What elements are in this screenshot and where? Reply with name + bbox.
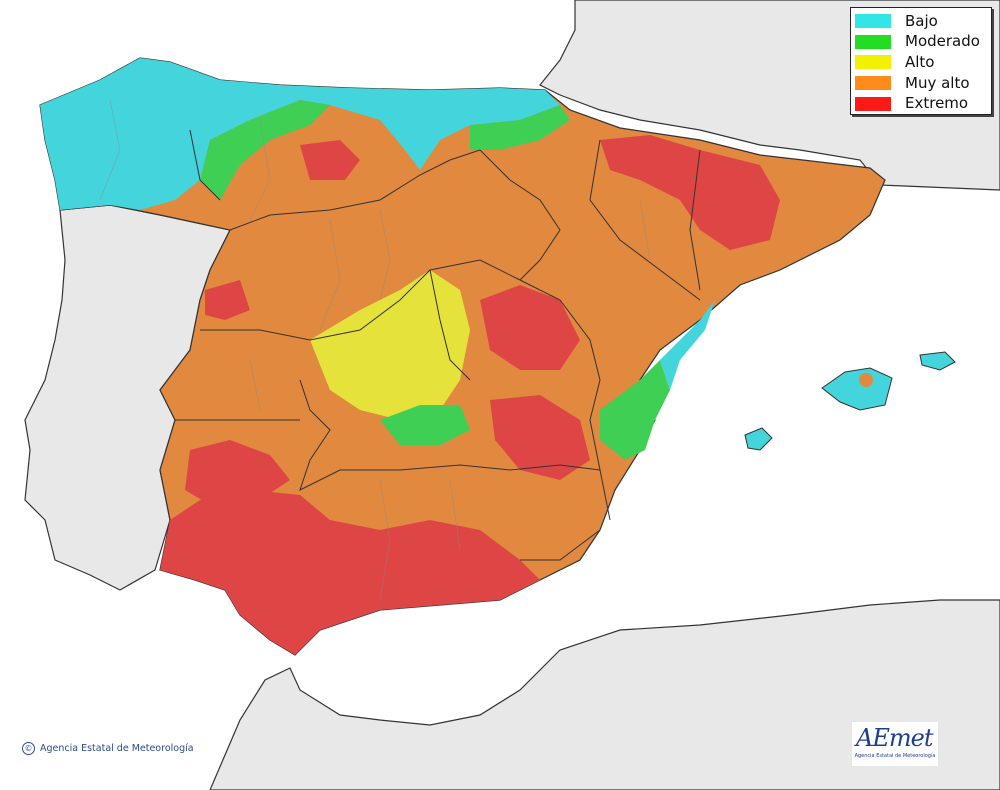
copyright-icon: © bbox=[22, 742, 35, 755]
zone-extremo-ne bbox=[600, 135, 780, 250]
legend-item-muy-alto: Muy alto bbox=[855, 73, 991, 94]
zone-extremo-south bbox=[160, 490, 540, 655]
legend-item-alto: Alto bbox=[855, 52, 991, 73]
logo-subtitle: Agencia Estatal de Meteorología bbox=[854, 753, 936, 759]
legend-swatch-muy-alto bbox=[855, 76, 891, 91]
legend-label: Moderado bbox=[905, 32, 980, 51]
zone-bajo-north-2 bbox=[280, 85, 560, 170]
province-lines bbox=[99, 99, 651, 601]
legend-item-extremo: Extremo bbox=[855, 93, 991, 114]
zone-bajo-east bbox=[660, 300, 715, 390]
zone-extremo-sw bbox=[185, 440, 290, 505]
zone-extremo-east bbox=[480, 285, 580, 370]
legend-label: Muy alto bbox=[905, 73, 970, 92]
zone-extremo-nw bbox=[300, 140, 360, 180]
legend-swatch-bajo bbox=[855, 14, 891, 29]
credit-text: Agencia Estatal de Meteorología bbox=[40, 743, 194, 754]
mallorca-island bbox=[821, 367, 893, 411]
legend-swatch-extremo bbox=[855, 96, 891, 111]
copyright-credit: © Agencia Estatal de Meteorología bbox=[22, 742, 194, 755]
region-borders bbox=[175, 129, 701, 561]
zone-moderado-north bbox=[200, 100, 330, 200]
legend-item-bajo: Bajo bbox=[855, 11, 991, 32]
map-legend: Bajo Moderado Alto Muy alto Extremo bbox=[850, 7, 992, 115]
ibiza-island bbox=[744, 427, 773, 451]
zone-alto-central bbox=[310, 270, 470, 420]
logo-brand: AEmet bbox=[856, 724, 933, 752]
legend-label: Alto bbox=[905, 52, 935, 71]
africa-landmass bbox=[209, 599, 1000, 790]
zone-moderado-east bbox=[600, 360, 670, 460]
menorca-island bbox=[919, 351, 956, 371]
zone-extremo-west bbox=[205, 280, 250, 320]
legend-item-moderado: Moderado bbox=[855, 32, 991, 53]
legend-swatch-alto bbox=[855, 55, 891, 70]
legend-label: Extremo bbox=[905, 94, 969, 113]
zone-moderado-central bbox=[380, 405, 470, 445]
zone-extremo-se bbox=[490, 395, 590, 480]
legend-label: Bajo bbox=[905, 11, 938, 30]
aemet-logo: AEmet Agencia Estatal de Meteorología bbox=[851, 721, 939, 767]
zone-moderado-ne bbox=[470, 105, 570, 150]
legend-swatch-moderado bbox=[855, 34, 891, 49]
zone-bajo-north bbox=[40, 58, 300, 210]
